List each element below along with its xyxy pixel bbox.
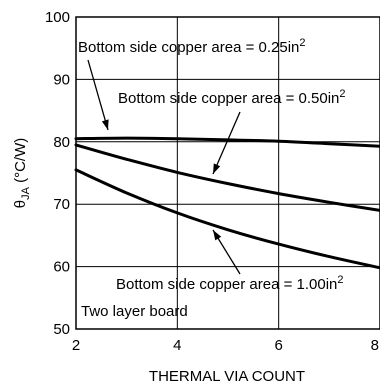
series-line-2 [74, 168, 380, 270]
label-series-0-25: Bottom side copper area = 0.25in2 [78, 37, 306, 56]
x-tick-label: 4 [173, 337, 181, 354]
x-tick-label: 8 [371, 337, 379, 354]
y-tick-label: 90 [53, 71, 70, 88]
series-lines [74, 136, 380, 270]
y-tick-label: 80 [53, 134, 70, 151]
label-series-1-00: Bottom side copper area = 1.00in2 [116, 274, 344, 293]
arrow-0-50-shaft [212, 111, 241, 175]
arrow-0-25-shaft [87, 59, 109, 131]
y-axis-label: θJA (°C/W) [12, 138, 32, 209]
arrow-0-50-head [213, 163, 221, 174]
plot-frame [75, 16, 380, 330]
y-tick-label: 50 [53, 321, 70, 338]
x-tick-label: 6 [274, 337, 282, 354]
x-tick-label: 2 [72, 337, 80, 354]
label-series-0-50: Bottom side copper area = 0.50in2 [118, 88, 346, 107]
tick-labels: 50 60 70 80 90 100 2 4 6 8 [45, 9, 379, 354]
y-tick-label: 70 [53, 196, 70, 213]
grid-lines [76, 17, 380, 329]
y-tick-label: 100 [45, 9, 70, 26]
x-axis-label: THERMAL VIA COUNT [149, 368, 305, 385]
series-line-1 [74, 143, 380, 212]
annotation-arrows [87, 59, 241, 275]
y-tick-label: 60 [53, 259, 70, 276]
arrow-0-25-head [101, 119, 109, 130]
board-note: Two layer board [81, 303, 188, 320]
arrow-1-00-head [213, 230, 222, 241]
